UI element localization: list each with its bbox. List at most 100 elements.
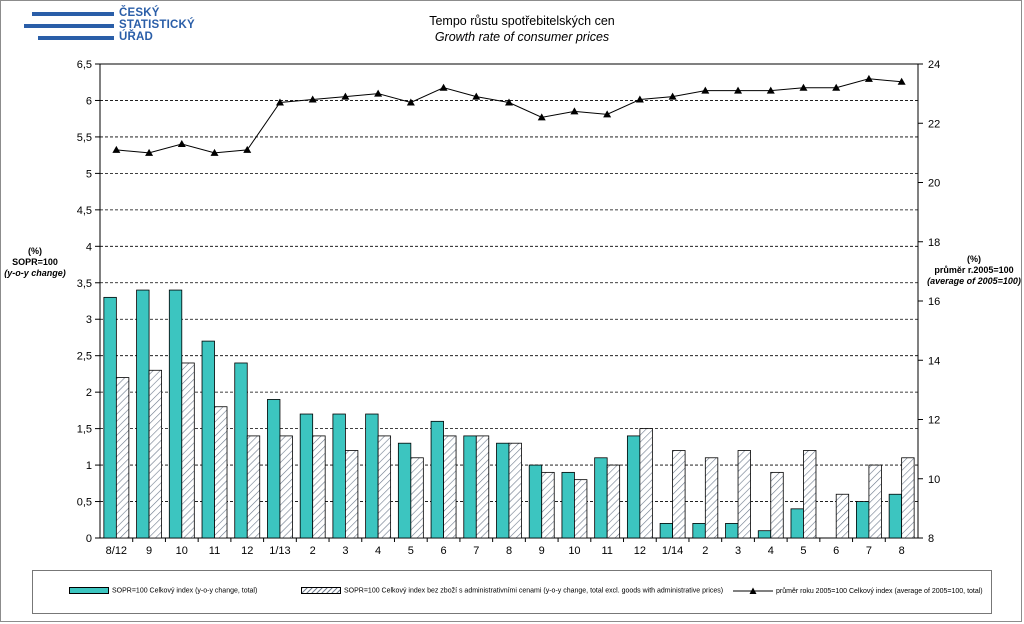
index-point [897, 77, 906, 85]
csu-logo: ČESKÝ STATISTICKÝ ÚŘAD [24, 7, 204, 48]
x-tick-label: 9 [146, 545, 152, 557]
index-point [112, 145, 121, 153]
legend-swatch-teal [69, 587, 109, 594]
x-tick-label: 8 [899, 545, 905, 557]
bar-excl-admin [704, 457, 719, 539]
bar-total [234, 362, 248, 539]
bar-total [856, 501, 870, 539]
logo-line-2: STATISTICKÝ [119, 19, 195, 31]
x-tick-label: 1/14 [662, 545, 683, 557]
right-tick-label: 22 [928, 118, 940, 130]
left-tick-label: 4 [86, 241, 92, 253]
chart-subtitle: Growth rate of consumer prices [434, 30, 610, 44]
legend-item-total: SOPR=100 Celkový index (y-o-y change, to… [69, 587, 257, 594]
left-axis-label-unit: (%) [28, 246, 42, 256]
index-point [472, 92, 481, 100]
right-tick-label: 18 [928, 237, 940, 249]
index-point [570, 107, 579, 115]
left-tick-label: 0 [86, 533, 92, 545]
right-tick-label: 8 [928, 533, 934, 545]
bar-excl-admin [214, 406, 228, 539]
x-tick-label: 3 [342, 545, 348, 557]
bar-total [692, 523, 706, 539]
right-axis-label-base: průměr r.2005=100 [934, 265, 1014, 275]
x-tick-label: 11 [209, 545, 220, 557]
bar-excl-admin [574, 479, 588, 539]
legend-label-excl-admin: SOPR=100 Celkový index bez zboží s admin… [344, 587, 724, 595]
left-tick-label: 5,5 [77, 132, 92, 144]
chart-legend: SOPR=100 Celkový index (y-o-y change, to… [32, 570, 992, 614]
x-tick-label: 12 [634, 545, 646, 557]
bar-excl-admin [606, 464, 621, 539]
bar-total [430, 420, 444, 539]
index-point [603, 110, 612, 118]
x-tick-label: 2 [702, 545, 708, 557]
index-point [799, 83, 808, 91]
x-tick-label: 5 [800, 545, 806, 557]
bar-excl-admin [312, 435, 326, 539]
bar-excl-admin [541, 471, 555, 539]
bar-excl-admin [148, 369, 162, 539]
x-tick-label: 6 [440, 545, 446, 557]
bar-total [528, 464, 543, 539]
index-point [308, 95, 317, 103]
x-tick-label: 8 [506, 545, 512, 557]
x-tick-label: 6 [833, 545, 839, 557]
bar-excl-admin [737, 450, 751, 539]
left-tick-label: 2 [86, 387, 92, 399]
bar-total [136, 289, 150, 539]
index-point [275, 98, 284, 106]
index-point [439, 83, 448, 91]
index-point [734, 86, 743, 94]
x-tick-label: 10 [176, 545, 188, 557]
index-point [537, 113, 546, 121]
x-tick-label: 7 [473, 545, 479, 557]
x-tick-label: 5 [408, 545, 414, 557]
left-tick-label: 1,5 [77, 424, 92, 436]
left-axis-label-desc: (y-o-y change) [4, 268, 66, 278]
bar-excl-admin [835, 493, 850, 539]
left-tick-label: 5 [86, 168, 92, 180]
bar-excl-admin [901, 457, 915, 539]
bar-total [626, 435, 641, 539]
bar-total [201, 340, 215, 539]
index-point [145, 148, 154, 156]
bar-total [757, 530, 772, 539]
left-tick-label: 6 [86, 95, 92, 107]
bar-total [299, 413, 314, 539]
index-point [701, 86, 710, 94]
index-point [406, 98, 415, 106]
logo-line-1: ČESKÝ [119, 7, 160, 19]
chart-plot: 0 0,5 1 1,5 2 2,5 3 3,5 4 4,5 5 5,5 6 6,5 8 10 12 14 16 18 2… [77, 59, 941, 557]
left-tick-label: 3,5 [77, 278, 92, 290]
logo-line-3: ÚŘAD [119, 31, 154, 43]
legend-label-total: SOPR=100 Celkový index (y-o-y change, to… [112, 587, 258, 595]
bar-total [561, 471, 575, 539]
legend-item-index: průměr roku 2005=100 Celkový index (aver… [733, 587, 983, 595]
left-tick-label: 1 [86, 460, 92, 472]
x-tick-label: 12 [241, 545, 253, 557]
bar-total [463, 435, 477, 539]
bar-excl-admin [868, 464, 882, 539]
left-tick-label: 0,5 [77, 497, 92, 509]
chart-title: Tempo růstu spotřebitelských cen [429, 14, 615, 28]
bar-total [790, 508, 804, 539]
bar-total [594, 457, 608, 539]
index-point [243, 145, 252, 153]
bar-excl-admin [770, 471, 784, 539]
index-point [864, 74, 873, 82]
bar-excl-admin [443, 435, 457, 539]
left-axis-label-base: SOPR=100 [12, 257, 58, 267]
left-tick-label: 6,5 [77, 59, 92, 71]
legend-swatch-hatched [301, 587, 341, 594]
legend-label-index: průměr roku 2005=100 Celkový index (aver… [776, 587, 983, 595]
index-point [668, 92, 677, 100]
index-point [505, 98, 513, 106]
right-tick-label: 24 [928, 59, 940, 71]
index-point [766, 86, 775, 94]
bar-excl-admin [344, 450, 359, 539]
right-axis-label-desc: (average of 2005=100) [927, 276, 1021, 286]
logo-bars-icon [24, 12, 114, 40]
bar-total [168, 289, 183, 539]
